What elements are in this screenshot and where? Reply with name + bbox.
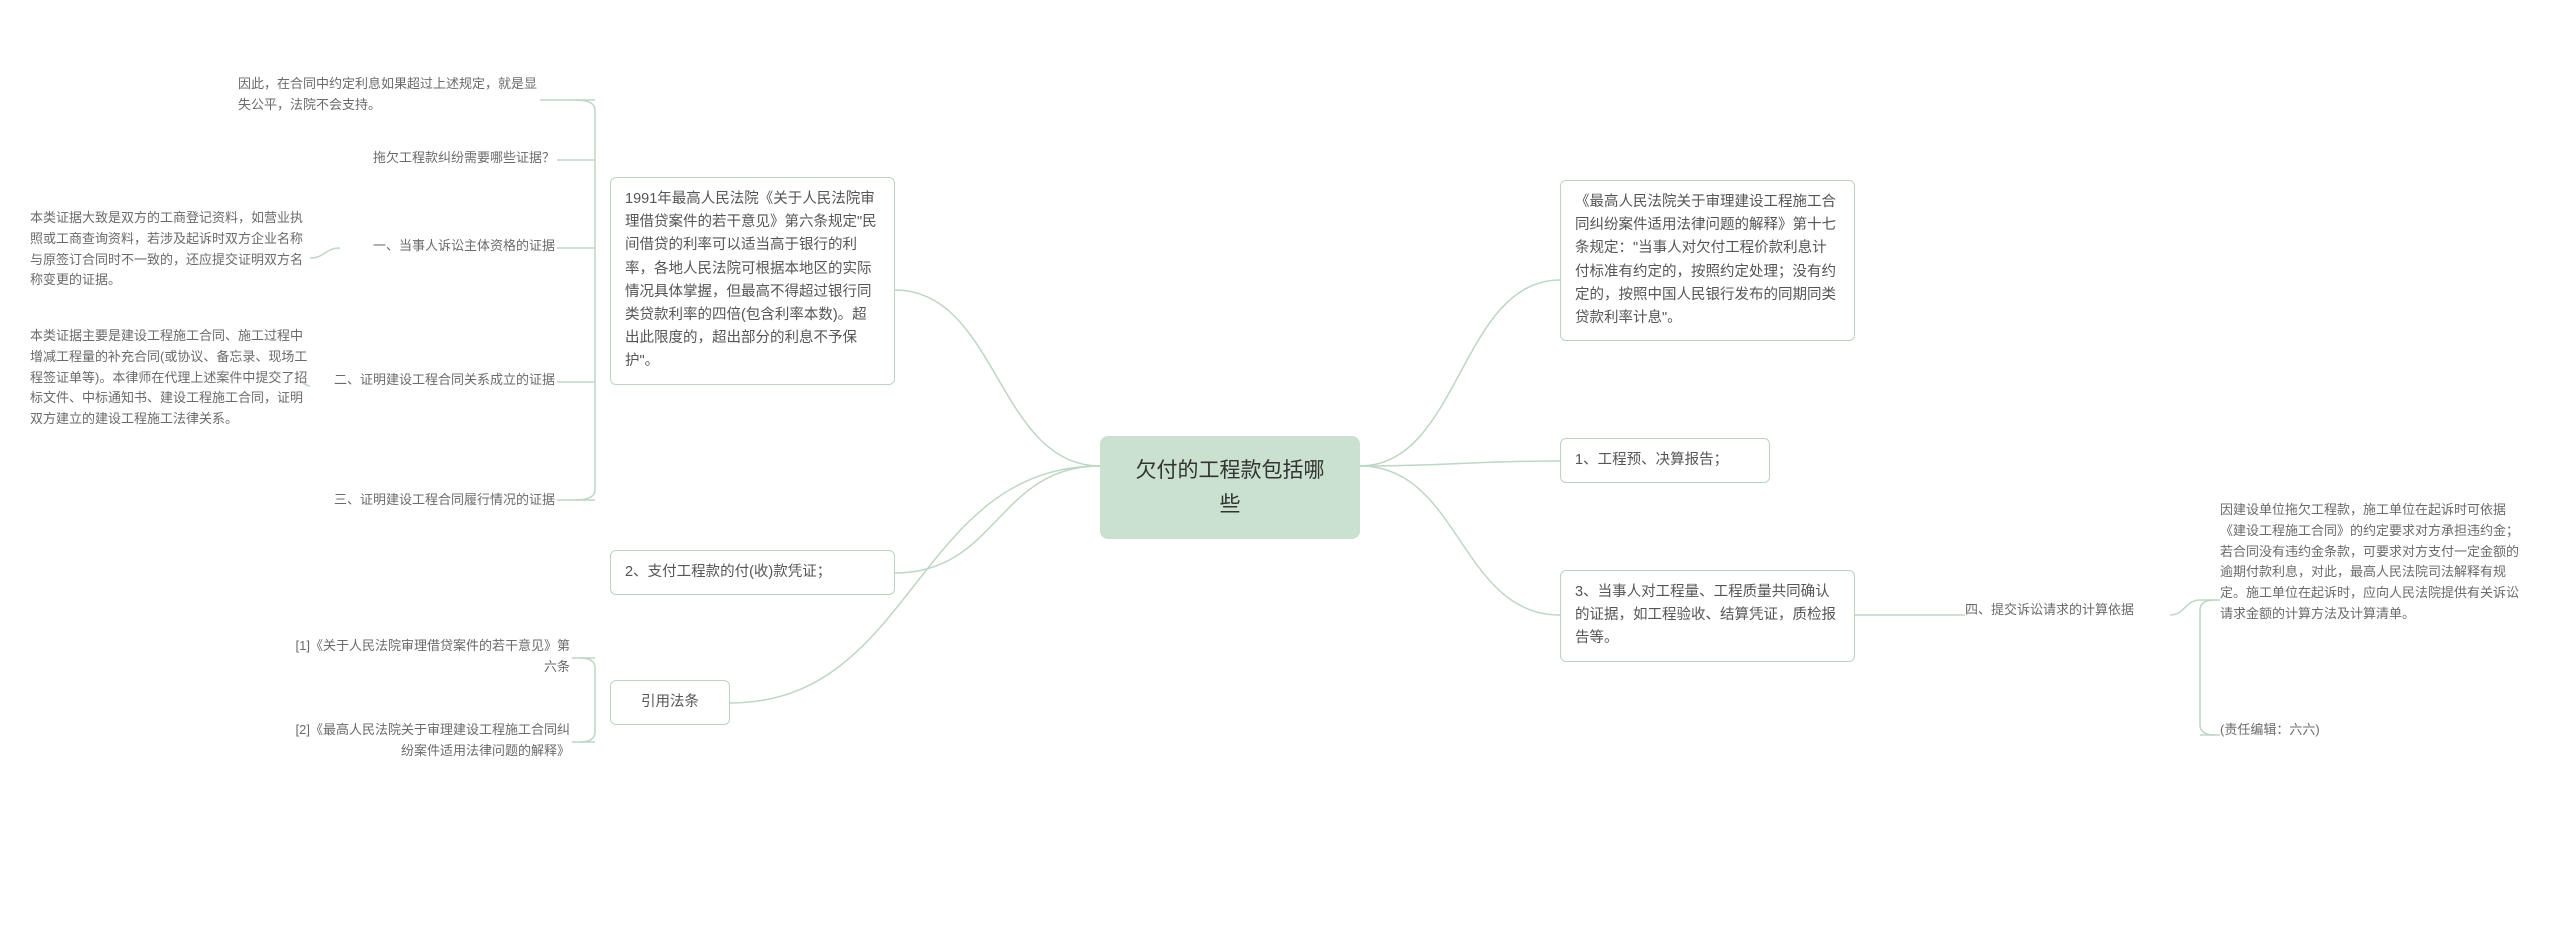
leaf-l1e: 三、证明建设工程合同履行情况的证据 [305, 490, 555, 511]
leaf-l3a: [1]《关于人民法院审理借贷案件的若干意见》第六条 [290, 636, 570, 678]
leaf-l1b: 拖欠工程款纠纷需要哪些证据？ [345, 148, 555, 169]
leaf-r3a2: (责任编辑：六六) [2220, 720, 2420, 741]
leaf-l1c1: 本类证据大致是双方的工商登记资料，如营业执照或工商查询资料，若涉及起诉时双方企业… [30, 208, 310, 291]
branch-r1: 《最高人民法院关于审理建设工程施工合同纠纷案件适用法律问题的解释》第十七条规定：… [1560, 180, 1855, 341]
leaf-l1d1: 本类证据主要是建设工程施工合同、施工过程中增减工程量的补充合同(或协议、备忘录、… [30, 326, 310, 430]
branch-l2: 2、支付工程款的付(收)款凭证； [610, 550, 895, 595]
leaf-l1d: 二、证明建设工程合同关系成立的证据 [305, 370, 555, 391]
branch-l3: 引用法条 [610, 680, 730, 725]
leaf-l1a: 因此，在合同中约定利息如果超过上述规定，就是显失公平，法院不会支持。 [238, 74, 538, 116]
branch-l1: 1991年最高人民法院《关于人民法院审理借贷案件的若干意见》第六条规定"民间借贷… [610, 177, 895, 385]
root-node: 欠付的工程款包括哪些 [1100, 436, 1360, 539]
leaf-r3a1: 因建设单位拖欠工程款，施工单位在起诉时可依据《建设工程施工合同》的约定要求对方承… [2220, 500, 2520, 625]
branch-r2: 1、工程预、决算报告； [1560, 438, 1770, 483]
leaf-l3b: [2]《最高人民法院关于审理建设工程施工合同纠纷案件适用法律问题的解释》 [290, 720, 570, 762]
leaf-l1c: 一、当事人诉讼主体资格的证据 [345, 236, 555, 257]
leaf-r3a: 四、提交诉讼请求的计算依据 [1965, 600, 2165, 621]
branch-r3: 3、当事人对工程量、工程质量共同确认的证据，如工程验收、结算凭证，质检报告等。 [1560, 570, 1855, 662]
